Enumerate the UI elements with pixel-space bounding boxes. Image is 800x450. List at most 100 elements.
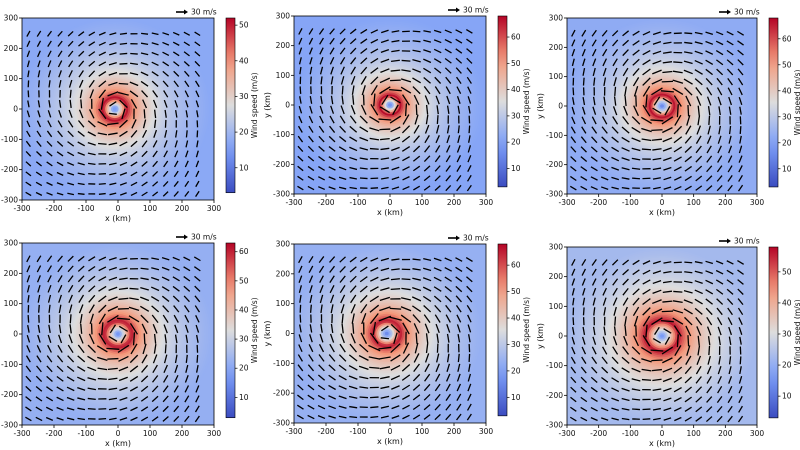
y-tick-label: 200 [4,44,19,53]
wind-vector [423,414,431,420]
wind-vector [119,141,128,147]
wind-vector [580,146,587,153]
wind-vectors [25,255,201,423]
wind-vector [195,364,199,373]
wind-vector [87,344,96,354]
wind-speed-field [567,247,757,425]
x-axis-label: x (km) [105,214,131,223]
wind-vector [118,119,128,129]
wind-vector [56,406,64,411]
wind-vector [26,40,31,48]
wind-vector [67,172,75,176]
wind-vector [455,29,463,34]
wind-vector [329,294,335,304]
wind-vector [369,116,380,124]
wind-vector [632,58,640,66]
wind-vector [26,130,31,138]
wind-vector [108,62,117,66]
wind-vector [726,49,734,56]
wind-vector [183,60,190,67]
wind-vector [47,334,52,343]
wind-vector [174,140,178,148]
wind-vector [319,47,324,55]
wind-vector [340,105,345,115]
wind-vector [466,76,472,84]
wind-vector [319,333,324,343]
wind-vector [632,77,640,87]
wind-vector [641,138,652,142]
wind-vector [390,364,401,371]
wind-vector [621,417,630,421]
wind-vector [434,314,441,323]
wind-vector [359,386,369,389]
wind-vector [706,365,712,375]
wind-vector [662,97,673,105]
wind-vector [379,306,391,312]
wind-vector [46,192,53,196]
wind-vector [98,182,106,185]
wind-vector [360,75,367,85]
wind-vector [673,290,683,293]
wind-vector [298,344,303,353]
wind-vector [651,78,663,85]
wind-vector [67,120,74,128]
wind-vector [455,67,462,74]
x-tick-label: -300 [13,204,30,213]
wind-vector [631,137,641,143]
wind-vector [58,294,63,303]
wind-vector [738,376,743,384]
y-tick-label: -200 [1,165,18,174]
wind-vector [601,366,609,374]
wind-vector [707,106,711,116]
wind-vector [142,343,147,355]
wind-vector [737,68,744,76]
wind-vector [600,156,609,162]
wind-vector [650,349,664,352]
wind-vector [308,354,314,362]
wind-vector [708,115,711,125]
wind-vector [580,386,588,393]
wind-vector [390,278,400,281]
wind-vector [456,145,461,153]
wind-vector [402,322,410,335]
wind-vector [142,119,147,129]
wind-vector [369,127,380,132]
wind-vector [695,185,703,191]
wind-vector [423,30,431,33]
wind-vector [130,343,138,355]
wind-vector [360,66,368,75]
wind-vector [195,170,200,178]
wind-vector [183,256,191,262]
wind-vector [401,297,411,301]
wind-vector [78,31,85,37]
wind-vector [47,70,52,78]
wind-vector [424,323,430,334]
wind-vector [600,176,609,181]
wind-vector [728,356,732,365]
y-tick-label: 200 [276,269,291,278]
wind-vector [684,271,693,274]
wind-vector [67,182,75,186]
wind-vector [372,321,377,335]
wind-vector [706,175,713,182]
wind-vector [571,29,576,37]
wind-vector [590,176,598,181]
wind-vector [380,49,390,53]
wind-vector [379,356,391,360]
wind-vector [330,105,335,114]
wind-vector [705,50,714,55]
wind-vector [676,104,679,118]
wind-vector [88,172,96,175]
wind-vector [445,155,451,163]
wind-vector [339,343,346,353]
wind-vector [580,136,587,144]
wind-vector [183,295,190,303]
wind-vector [684,87,693,96]
y-tick-label: 0 [558,332,563,341]
colorbar-tick-label: 40 [239,56,249,65]
wind-vector [47,284,52,293]
wind-vector [631,378,641,382]
wind-vector [738,145,743,154]
wind-vector [662,137,673,143]
wind-vector [642,30,651,36]
